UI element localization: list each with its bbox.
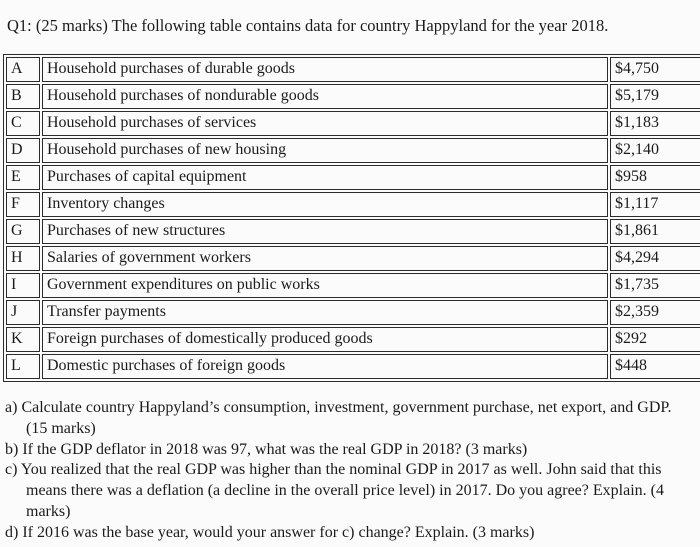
table-row: F Inventory changes $1,117 — [6, 191, 700, 217]
row-description: Purchases of capital equipment — [42, 164, 608, 190]
question-a: a) Calculate country Happyland’s consump… — [5, 398, 696, 440]
row-description: Salaries of government workers — [42, 245, 608, 271]
row-letter: K — [6, 326, 40, 352]
question-b-text: If the GDP deflator in 2018 was 97, what… — [22, 440, 528, 458]
row-value: $958 — [610, 164, 700, 190]
question-d-text: If 2016 was the base year, would your an… — [22, 524, 535, 542]
row-value: $4,750 — [610, 56, 700, 82]
question-a-text: Calculate country Happyland’s consumptio… — [21, 398, 672, 437]
question-b-marker: b) — [5, 440, 19, 458]
table-row: B Household purchases of nondurable good… — [6, 83, 700, 109]
row-value: $2,359 — [610, 299, 700, 325]
table-body: A Household purchases of durable goods $… — [6, 56, 700, 379]
row-value: $1,183 — [610, 110, 700, 136]
row-description: Transfer payments — [42, 299, 608, 325]
questions-list: a) Calculate country Happyland’s consump… — [0, 382, 700, 545]
question-c-text: You realized that the real GDP was highe… — [20, 461, 664, 521]
question-title: Q1: (25 marks) The following table conta… — [7, 16, 609, 35]
question-c-marker: c) — [5, 461, 18, 479]
table-row: D Household purchases of new housing $2,… — [6, 137, 700, 163]
row-letter: J — [6, 299, 40, 325]
row-letter: B — [6, 83, 40, 109]
row-value: $448 — [610, 353, 700, 379]
table-row: H Salaries of government workers $4,294 — [6, 245, 700, 271]
question-b: b) If the GDP deflator in 2018 was 97, w… — [5, 440, 696, 461]
row-description: Domestic purchases of foreign goods — [42, 353, 608, 379]
question-d: d) If 2016 was the base year, would your… — [5, 523, 696, 544]
table-row: C Household purchases of services $1,183 — [6, 110, 700, 136]
row-letter: F — [6, 191, 40, 217]
table-row: L Domestic purchases of foreign goods $4… — [6, 353, 700, 379]
row-value: $1,861 — [610, 218, 700, 244]
row-letter: D — [6, 137, 40, 163]
row-value: $2,140 — [610, 137, 700, 163]
row-description: Inventory changes — [42, 191, 608, 217]
table-row: A Household purchases of durable goods $… — [6, 56, 700, 82]
question-a-marker: a) — [5, 398, 18, 416]
row-letter: I — [6, 272, 40, 298]
row-letter: A — [6, 56, 40, 82]
question-d-marker: d) — [5, 524, 19, 542]
row-description: Foreign purchases of domestically produc… — [42, 326, 608, 352]
row-value: $4,294 — [610, 245, 700, 271]
question-c: c) You realized that the real GDP was hi… — [5, 460, 696, 523]
table-row: K Foreign purchases of domestically prod… — [6, 326, 700, 352]
row-description: Household purchases of nondurable goods — [42, 83, 608, 109]
row-description: Government expenditures on public works — [42, 272, 608, 298]
row-letter: C — [6, 110, 40, 136]
table-row: J Transfer payments $2,359 — [6, 299, 700, 325]
table-row: G Purchases of new structures $1,861 — [6, 218, 700, 244]
happyland-data-table: A Household purchases of durable goods $… — [3, 53, 700, 382]
row-letter: E — [6, 164, 40, 190]
table-row: E Purchases of capital equipment $958 — [6, 164, 700, 190]
row-letter: G — [6, 218, 40, 244]
row-letter: H — [6, 245, 40, 271]
row-value: $292 — [610, 326, 700, 352]
table-row: I Government expenditures on public work… — [6, 272, 700, 298]
row-description: Household purchases of services — [42, 110, 608, 136]
row-letter: L — [6, 353, 40, 379]
row-description: Household purchases of new housing — [42, 137, 608, 163]
row-value: $1,117 — [610, 191, 700, 217]
row-description: Household purchases of durable goods — [42, 56, 608, 82]
row-value: $5,179 — [610, 83, 700, 109]
row-description: Purchases of new structures — [42, 218, 608, 244]
row-value: $1,735 — [610, 272, 700, 298]
